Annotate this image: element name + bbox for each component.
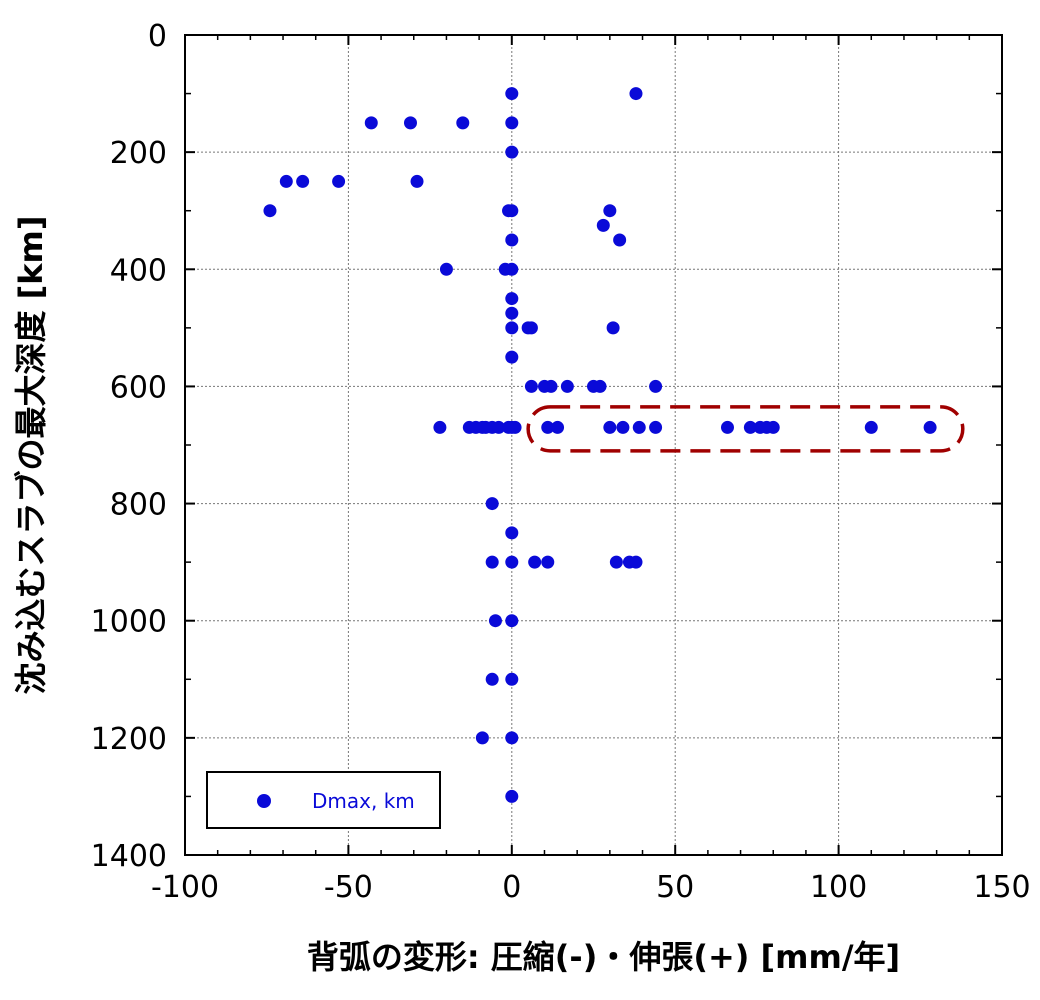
- data-point: [616, 420, 630, 434]
- data-point: [364, 116, 378, 130]
- data-point: [508, 420, 522, 434]
- grid-lines: [185, 35, 1002, 855]
- data-point: [505, 116, 519, 130]
- data-point: [743, 420, 757, 434]
- legend-marker: [257, 794, 271, 808]
- y-tick-label: 800: [110, 488, 167, 523]
- data-point: [649, 379, 663, 393]
- data-point: [524, 321, 538, 335]
- data-point: [632, 420, 646, 434]
- data-point: [485, 672, 499, 686]
- tick-labels: -100 -50 0 50 100 150 0 200 400 600 800 1000 1200 140…: [91, 19, 1031, 905]
- data-point: [603, 204, 617, 218]
- data-point: [485, 497, 499, 511]
- data-point: [505, 292, 519, 306]
- data-point: [505, 262, 519, 276]
- data-point: [593, 379, 607, 393]
- y-tick-label: 1200: [91, 722, 167, 757]
- x-tick-label: 50: [656, 870, 694, 905]
- data-point: [923, 420, 937, 434]
- data-point: [629, 87, 643, 101]
- y-tick-label: 1400: [91, 839, 167, 874]
- x-axis-title: 背弧の変形: 圧縮(-)・伸張(+) [mm/年]: [307, 938, 900, 976]
- data-point: [528, 555, 542, 569]
- data-points: [263, 87, 937, 803]
- data-point: [505, 731, 519, 745]
- data-point: [505, 555, 519, 569]
- plot-frame: [184, 34, 1003, 856]
- data-point: [606, 321, 620, 335]
- data-point: [433, 420, 447, 434]
- data-point: [410, 174, 424, 188]
- data-point: [603, 420, 617, 434]
- data-point: [296, 174, 310, 188]
- data-point: [524, 379, 538, 393]
- data-point: [439, 262, 453, 276]
- data-point: [613, 233, 627, 247]
- axis-ticks: [184, 34, 1003, 856]
- x-tick-label: -50: [324, 870, 373, 905]
- x-tick-label: 0: [502, 870, 521, 905]
- x-tick-label: -100: [151, 870, 219, 905]
- legend-box: [206, 771, 441, 829]
- data-point: [505, 204, 519, 218]
- data-point: [505, 350, 519, 364]
- data-point: [475, 731, 489, 745]
- legend-label: Dmax, km: [312, 789, 415, 813]
- data-point: [551, 420, 565, 434]
- data-point: [505, 526, 519, 540]
- data-point: [505, 614, 519, 628]
- data-point: [263, 204, 277, 218]
- data-point: [505, 233, 519, 247]
- data-point: [629, 555, 643, 569]
- data-point: [560, 379, 574, 393]
- y-axis-title: 沈み込むスラブの最大深度 [km]: [12, 215, 50, 694]
- data-point: [649, 420, 663, 434]
- y-tick-label: 1000: [91, 605, 167, 640]
- data-point: [488, 614, 502, 628]
- data-point: [505, 87, 519, 101]
- data-point: [505, 145, 519, 159]
- y-tick-label: 0: [148, 19, 167, 54]
- data-point: [505, 672, 519, 686]
- data-point: [766, 420, 780, 434]
- highlight-dashed-box: [526, 405, 965, 453]
- highlight-box: [526, 405, 965, 453]
- data-point: [485, 555, 499, 569]
- data-point: [456, 116, 470, 130]
- data-point: [544, 379, 558, 393]
- y-tick-label: 600: [110, 370, 167, 405]
- data-point: [505, 321, 519, 335]
- data-point: [279, 174, 293, 188]
- data-point: [596, 218, 610, 232]
- data-point: [864, 420, 878, 434]
- data-point: [492, 420, 506, 434]
- data-point: [541, 555, 555, 569]
- data-point: [332, 174, 346, 188]
- x-tick-label: 100: [810, 870, 867, 905]
- data-point: [609, 555, 623, 569]
- data-point: [505, 789, 519, 803]
- data-point: [541, 420, 555, 434]
- legend: Dmax, km: [206, 771, 441, 829]
- data-point: [505, 306, 519, 320]
- data-point: [720, 420, 734, 434]
- y-tick-label: 200: [110, 136, 167, 171]
- x-tick-label: 150: [973, 870, 1030, 905]
- y-tick-label: 400: [110, 253, 167, 288]
- data-point: [403, 116, 417, 130]
